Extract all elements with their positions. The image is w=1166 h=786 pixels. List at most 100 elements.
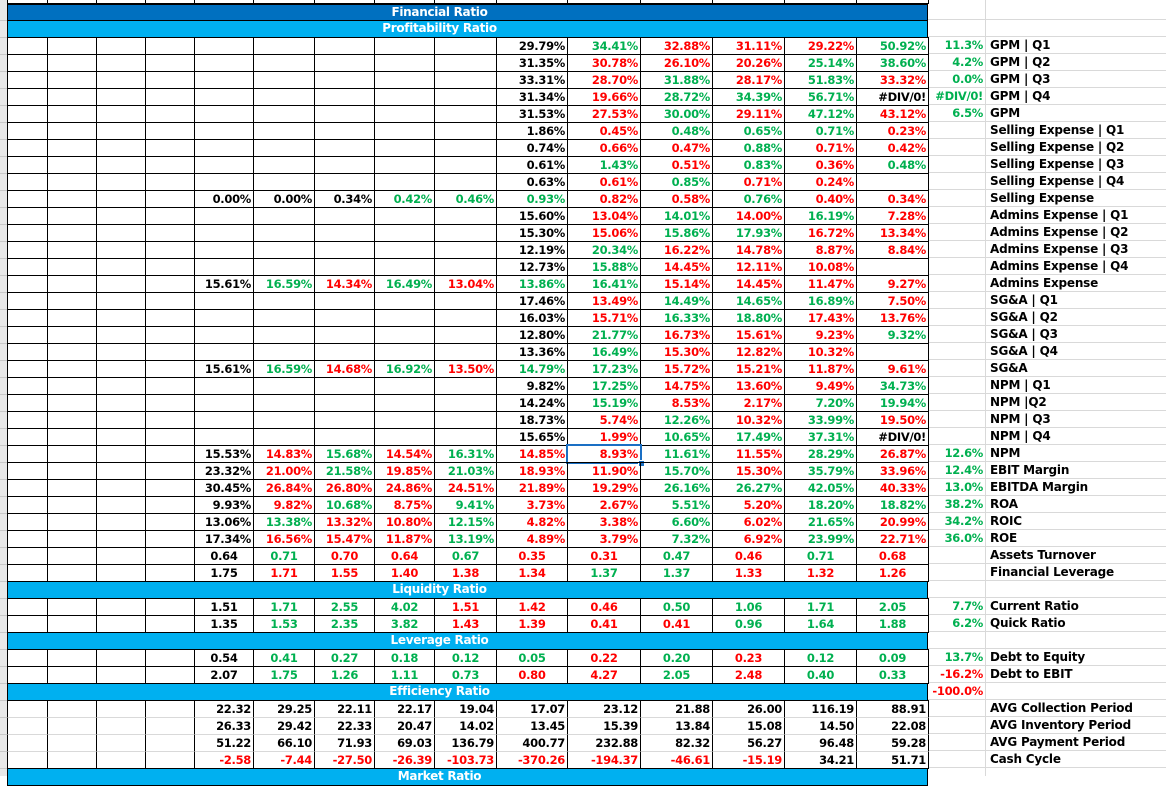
value-cell[interactable]: 2.05 [640, 666, 713, 684]
value-cell[interactable]: 51.22 [194, 734, 254, 752]
empty-cell[interactable] [47, 377, 97, 395]
value-cell[interactable]: 1.32 [784, 564, 857, 582]
value-cell[interactable]: 26.27% [712, 479, 785, 497]
value-cell[interactable]: 13.34% [856, 224, 929, 242]
value-cell[interactable]: 34.73% [856, 377, 929, 395]
empty-cell[interactable] [253, 241, 315, 259]
empty-cell[interactable] [145, 394, 195, 412]
value-cell[interactable]: 14.24% [496, 394, 568, 412]
empty-cell[interactable] [96, 258, 146, 276]
empty-cell[interactable] [314, 428, 375, 446]
empty-cell[interactable] [145, 564, 195, 582]
value-cell[interactable]: 11.55% [712, 445, 785, 463]
value-cell[interactable]: 28.70% [567, 71, 641, 89]
value-cell[interactable]: 28.72% [640, 88, 713, 106]
empty-cell[interactable] [47, 275, 97, 293]
empty-cell[interactable] [374, 326, 435, 344]
value-cell[interactable]: 16.19% [784, 207, 857, 225]
value-cell[interactable]: 0.70 [314, 547, 375, 565]
empty-cell[interactable] [374, 394, 435, 412]
value-cell[interactable]: 4.82% [496, 513, 568, 531]
value-cell[interactable]: 14.01% [640, 207, 713, 225]
value-cell[interactable]: 34.41% [567, 37, 641, 55]
empty-cell[interactable] [145, 598, 195, 616]
value-cell[interactable]: -103.73 [434, 751, 497, 769]
empty-cell[interactable] [47, 615, 97, 633]
empty-cell[interactable] [194, 343, 254, 361]
empty-cell[interactable] [7, 360, 48, 378]
empty-cell[interactable] [434, 156, 497, 174]
empty-cell[interactable] [145, 496, 195, 514]
value-cell[interactable]: 31.35% [496, 54, 568, 72]
value-cell[interactable]: 1.34 [496, 564, 568, 582]
value-cell[interactable]: 3.38% [567, 513, 641, 531]
value-cell[interactable]: 24.51% [434, 479, 497, 497]
value-cell[interactable]: 3.82 [374, 615, 435, 633]
empty-cell[interactable] [47, 411, 97, 429]
empty-cell[interactable] [96, 547, 146, 565]
value-cell[interactable]: 25.14% [784, 54, 857, 72]
value-cell[interactable]: 3.73% [496, 496, 568, 514]
empty-cell[interactable] [145, 139, 195, 157]
empty-cell[interactable] [7, 207, 48, 225]
empty-cell[interactable] [96, 377, 146, 395]
value-cell[interactable]: 1.64 [784, 615, 857, 633]
empty-cell[interactable] [374, 88, 435, 106]
empty-cell[interactable] [47, 71, 97, 89]
empty-cell[interactable] [47, 54, 97, 72]
empty-cell[interactable] [194, 428, 254, 446]
value-cell[interactable]: 13.32% [314, 513, 375, 531]
empty-cell[interactable] [47, 88, 97, 106]
empty-cell[interactable] [253, 156, 315, 174]
empty-cell[interactable] [47, 37, 97, 55]
empty-cell[interactable] [96, 751, 146, 769]
value-cell[interactable]: 0.82% [567, 190, 641, 208]
value-cell[interactable]: 12.80% [496, 326, 568, 344]
value-cell[interactable]: 0.68 [856, 547, 929, 565]
value-cell[interactable]: 20.47 [374, 717, 435, 735]
value-cell[interactable]: 1.37 [640, 564, 713, 582]
empty-cell[interactable] [96, 37, 146, 55]
value-cell[interactable]: 22.32 [194, 700, 254, 718]
value-cell[interactable]: 1.71 [784, 598, 857, 616]
value-cell[interactable]: 232.88 [567, 734, 641, 752]
value-cell[interactable]: -46.61 [640, 751, 713, 769]
value-cell[interactable]: 9.27% [856, 275, 929, 293]
empty-cell[interactable] [374, 105, 435, 123]
empty-cell[interactable] [314, 326, 375, 344]
value-cell[interactable]: 0.31 [567, 547, 641, 565]
value-cell[interactable]: 18.20% [784, 496, 857, 514]
empty-cell[interactable] [856, 343, 929, 361]
value-cell[interactable]: 6.02% [712, 513, 785, 531]
value-cell[interactable]: 13.76% [856, 309, 929, 327]
value-cell[interactable]: 20.26% [712, 54, 785, 72]
empty-cell[interactable] [374, 343, 435, 361]
empty-cell[interactable] [434, 258, 497, 276]
value-cell[interactable]: 0.05 [496, 649, 568, 667]
empty-cell[interactable] [96, 598, 146, 616]
empty-cell[interactable] [253, 139, 315, 157]
value-cell[interactable]: -370.26 [496, 751, 568, 769]
empty-cell[interactable] [194, 37, 254, 55]
empty-cell[interactable] [434, 37, 497, 55]
value-cell[interactable]: 136.79 [434, 734, 497, 752]
empty-cell[interactable] [47, 156, 97, 174]
value-cell[interactable]: 9.82% [496, 377, 568, 395]
value-cell[interactable]: 1.26 [314, 666, 375, 684]
value-cell[interactable]: 0.63% [496, 173, 568, 191]
value-cell[interactable]: 15.68% [314, 445, 375, 463]
empty-cell[interactable] [434, 326, 497, 344]
value-cell[interactable]: 0.80 [496, 666, 568, 684]
value-cell[interactable]: 2.48 [712, 666, 785, 684]
value-cell[interactable]: 17.43% [784, 309, 857, 327]
value-cell[interactable]: 400.77 [496, 734, 568, 752]
empty-cell[interactable] [374, 173, 435, 191]
empty-cell[interactable] [374, 139, 435, 157]
value-cell[interactable]: 1.51 [434, 598, 497, 616]
empty-cell[interactable] [7, 615, 48, 633]
value-cell[interactable]: 15.70% [640, 462, 713, 480]
value-cell[interactable]: 22.33 [314, 717, 375, 735]
empty-cell[interactable] [47, 122, 97, 140]
value-cell[interactable]: 0.46 [567, 598, 641, 616]
empty-cell[interactable] [47, 360, 97, 378]
